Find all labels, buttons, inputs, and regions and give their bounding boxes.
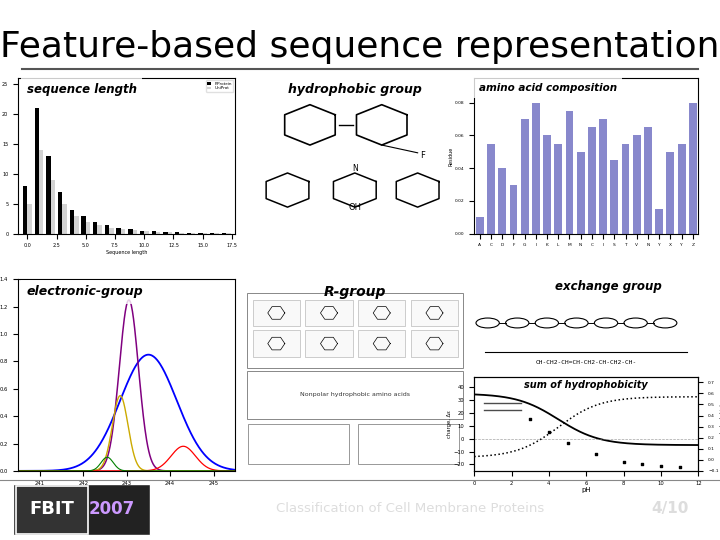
Bar bbox=[74, 215, 78, 233]
Bar bbox=[23, 186, 27, 233]
Bar bbox=[35, 108, 39, 233]
FancyBboxPatch shape bbox=[253, 330, 300, 357]
Bar bbox=[554, 144, 562, 233]
Bar bbox=[175, 232, 179, 233]
Text: 2007: 2007 bbox=[89, 500, 135, 517]
FancyBboxPatch shape bbox=[16, 485, 88, 534]
FancyBboxPatch shape bbox=[358, 300, 405, 326]
Bar bbox=[510, 185, 518, 233]
Text: CH-CH2-CH=CH-CH2-CH-CH2-CH-: CH-CH2-CH=CH-CH2-CH-CH2-CH- bbox=[536, 360, 637, 366]
Text: F: F bbox=[420, 151, 425, 160]
Bar bbox=[532, 103, 540, 233]
Bar bbox=[543, 136, 551, 233]
Text: sum of hydrophobicity: sum of hydrophobicity bbox=[524, 380, 648, 389]
FancyBboxPatch shape bbox=[411, 330, 458, 357]
Text: Nonpolar hydrophobic amino acids: Nonpolar hydrophobic amino acids bbox=[300, 392, 410, 397]
Bar bbox=[611, 160, 618, 233]
FancyBboxPatch shape bbox=[253, 300, 300, 326]
Bar bbox=[655, 209, 663, 233]
Text: Feature-based sequence representation: Feature-based sequence representation bbox=[0, 30, 720, 64]
FancyBboxPatch shape bbox=[13, 484, 150, 535]
Bar bbox=[121, 229, 125, 233]
Bar bbox=[50, 180, 55, 233]
FancyBboxPatch shape bbox=[358, 424, 459, 464]
Bar bbox=[678, 144, 685, 233]
Bar bbox=[163, 232, 168, 233]
Bar bbox=[27, 204, 32, 233]
Text: R-group: R-group bbox=[323, 285, 386, 299]
FancyBboxPatch shape bbox=[305, 300, 353, 326]
Bar bbox=[117, 227, 121, 233]
Bar bbox=[498, 168, 506, 233]
Text: hydrophobic group: hydrophobic group bbox=[288, 83, 422, 96]
Bar bbox=[151, 231, 156, 233]
FancyBboxPatch shape bbox=[247, 372, 462, 419]
Bar bbox=[128, 229, 132, 233]
Bar bbox=[633, 136, 641, 233]
Text: sequence length: sequence length bbox=[27, 83, 137, 96]
Text: 4/10: 4/10 bbox=[651, 501, 688, 516]
Bar bbox=[132, 230, 137, 233]
X-axis label: pH: pH bbox=[582, 487, 591, 493]
Text: OH: OH bbox=[348, 203, 361, 212]
Bar bbox=[476, 217, 484, 233]
Point bbox=[674, 463, 685, 471]
Bar bbox=[70, 210, 74, 233]
Bar bbox=[140, 231, 144, 233]
Bar bbox=[168, 232, 172, 233]
Bar bbox=[58, 192, 63, 233]
Bar bbox=[63, 204, 67, 233]
Legend: P.Protein, UniProt: P.Protein, UniProt bbox=[206, 80, 233, 92]
Bar bbox=[86, 221, 90, 233]
Bar bbox=[109, 227, 114, 233]
Text: exchange group: exchange group bbox=[555, 280, 662, 293]
Bar bbox=[565, 111, 573, 233]
FancyBboxPatch shape bbox=[358, 330, 405, 357]
FancyBboxPatch shape bbox=[411, 300, 458, 326]
FancyBboxPatch shape bbox=[305, 330, 353, 357]
Text: N: N bbox=[352, 165, 358, 173]
Point bbox=[636, 460, 648, 469]
Bar bbox=[93, 221, 97, 233]
Bar bbox=[667, 152, 675, 233]
Bar bbox=[577, 152, 585, 233]
Bar bbox=[621, 144, 629, 233]
Bar bbox=[588, 127, 596, 233]
Point bbox=[524, 415, 536, 424]
Bar bbox=[599, 119, 607, 233]
Y-axis label: Residue: Residue bbox=[449, 146, 454, 166]
Bar bbox=[81, 215, 86, 233]
Text: amino acid composition: amino acid composition bbox=[479, 83, 617, 93]
Text: FBIT: FBIT bbox=[30, 500, 74, 517]
FancyBboxPatch shape bbox=[248, 424, 349, 464]
FancyBboxPatch shape bbox=[247, 293, 462, 368]
Bar bbox=[644, 127, 652, 233]
X-axis label: Sequence length: Sequence length bbox=[106, 249, 148, 255]
Point bbox=[562, 438, 573, 447]
Bar bbox=[39, 150, 43, 233]
Point bbox=[655, 461, 667, 470]
Text: Classification of Cell Membrane Proteins: Classification of Cell Membrane Proteins bbox=[276, 502, 544, 515]
Bar bbox=[689, 103, 697, 233]
Bar bbox=[521, 119, 528, 233]
Bar bbox=[46, 156, 50, 233]
Point bbox=[618, 457, 629, 466]
Bar bbox=[104, 225, 109, 233]
Bar bbox=[144, 231, 149, 233]
Point bbox=[543, 428, 554, 436]
Bar bbox=[97, 225, 102, 233]
Y-axis label: charge, Δε: charge, Δε bbox=[447, 410, 452, 438]
Text: electronic-group: electronic-group bbox=[27, 285, 143, 298]
Bar bbox=[156, 232, 161, 233]
Point bbox=[590, 450, 601, 458]
Bar bbox=[487, 144, 495, 233]
